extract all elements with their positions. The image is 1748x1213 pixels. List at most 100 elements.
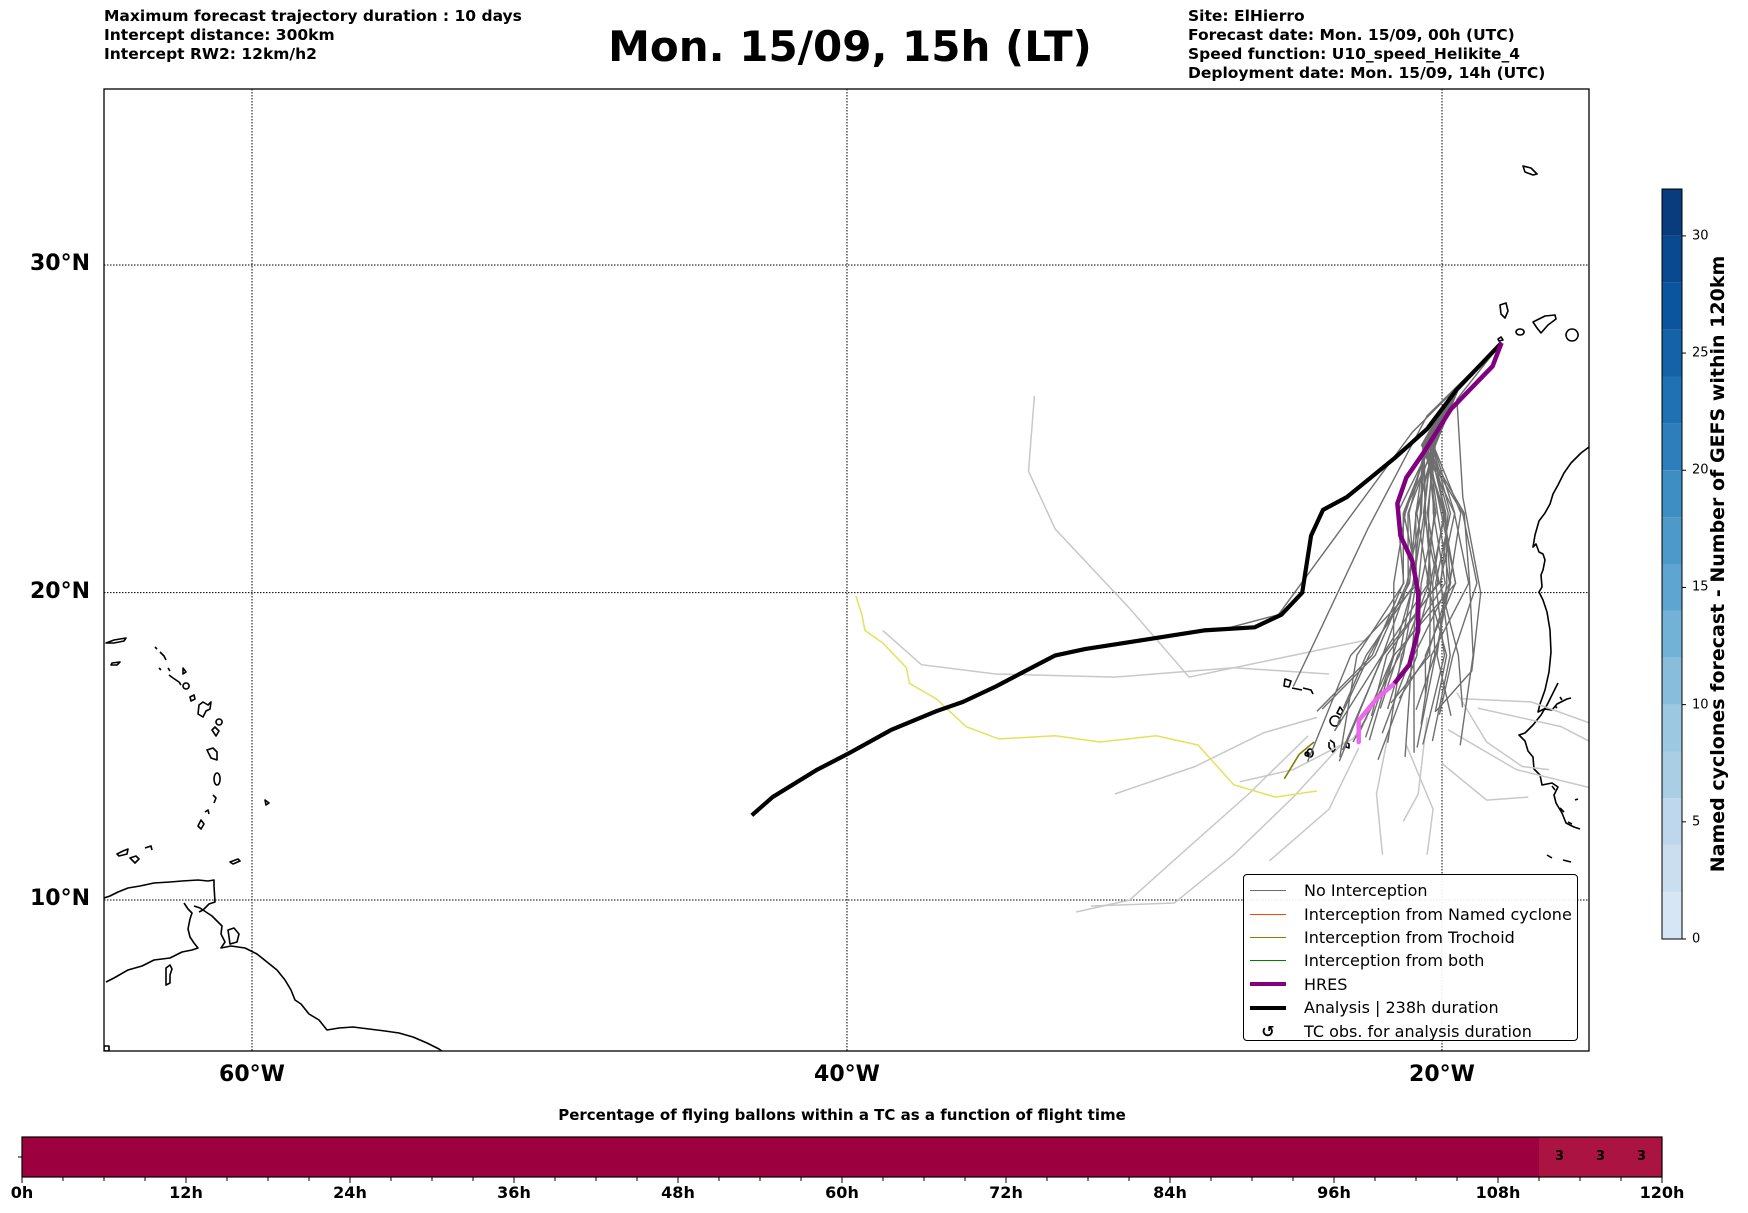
time-bar-tick-label: 36h [497,1183,531,1202]
colorbar-segment [1662,329,1682,377]
colorbar-segment [1662,892,1682,939]
lat-label-10n: 10°N [30,886,91,911]
page-title: Mon. 15/09, 15h (LT) [608,22,1092,71]
trajectory-no-interception [1292,342,1502,687]
colorbar-tick-label: 5 [1692,814,1701,830]
colorbar-segment [1662,235,1682,283]
colorbar-segment [1662,751,1682,799]
coast-africa [1518,446,1589,830]
lon-label-60w: 60°W [219,1062,285,1087]
time-bar-tick-label: 12h [169,1183,203,1202]
cyclone-symbol-icon: ↺ [1261,1021,1275,1041]
colorbar-segment [1662,564,1682,611]
colorbar-tick-label: 15 [1692,579,1709,595]
trajectory-hres [1392,342,1504,685]
time-bar-tick-label: 60h [825,1183,859,1202]
colorbar-segment [1662,657,1682,705]
legend-label: Interception from Named cyclone [1304,904,1572,924]
legend-item-both: Interception from both [1250,949,1577,972]
trajectory-no-interception-extended [1477,707,1589,742]
coast-gran-canaria [1565,328,1579,342]
coast-lanzarote [1522,165,1538,176]
trajectory-no-interception-extended [1269,747,1360,862]
colorbar-segment [1662,610,1682,658]
colorbar-segment [1662,423,1682,471]
trajectory-no-interception [1218,342,1502,632]
time-bar-tick-label: 108h [1475,1183,1521,1202]
legend-swatch-purple [1250,982,1286,987]
intercept-rw2-text: Intercept RW2: 12km/h2 [104,45,317,63]
coast-tenerife [1532,314,1557,334]
coast-africa-islets [1546,696,1579,863]
lat-label-20n: 20°N [30,579,91,604]
time-bar-tick-label: 72h [989,1183,1023,1202]
coast-la-palma [1499,302,1509,319]
site-text: Site: ElHierro [1188,7,1305,25]
forecast-date-text: Forecast date: Mon. 15/09, 00h (UTC) [1188,26,1515,44]
map-legend: No Interception Interception from Named … [1243,874,1578,1041]
trajectory-no-interception-extended [1405,744,1434,855]
legend-item-hres: HRES [1250,973,1577,996]
time-bar-tick-label: 48h [661,1183,695,1202]
trajectory-hres-tail [1356,681,1397,745]
trajectory-trochoid [1283,741,1315,780]
trajectory-no-interception-extended [1441,762,1529,801]
legend-swatch-orange [1250,913,1286,915]
deployment-date-text: Deployment date: Mon. 15/09, 14h (UTC) [1188,64,1546,82]
colorbar-tick-label: 10 [1692,697,1709,713]
legend-item-trochoid: Interception from Trochoid [1250,926,1577,949]
flight-time-bar-title: Percentage of flying ballons within a TC… [558,1106,1126,1124]
trajectory-no-interception-extended [1447,729,1589,789]
legend-label: TC obs. for analysis duration [1304,1021,1532,1041]
trajectory-no-interception-extended [1090,741,1345,907]
time-bar-cell-value: 3 [1595,1149,1606,1164]
time-bar-tick-label: 0h [10,1183,34,1202]
trajectory-no-interception [1435,342,1503,712]
legend-label: HRES [1304,974,1348,994]
coast-venezuela-islands [104,855,140,1051]
run-info: Site: ElHierro Forecast date: Mon. 15/09… [1188,7,1545,83]
coast-la-gomera [1515,328,1525,336]
tc-obs-track [855,595,1318,798]
colorbar-tick-label: 20 [1692,462,1709,478]
trajectory-no-interception-extended [1456,692,1550,771]
legend-item-tc-obs: ↺ TC obs. for analysis duration [1250,1019,1577,1042]
max-duration-text: Maximum forecast trajectory duration : 1… [104,7,522,25]
lon-label-20w: 20°W [1409,1062,1475,1087]
colorbar-segment [1662,470,1682,518]
colorbar [1661,188,1686,940]
colorbar-segment [1662,845,1682,893]
special-trajectories [750,341,1504,817]
colorbar-segment [1662,517,1682,564]
map-frame [103,88,1590,1052]
colorbar-segment [1662,282,1682,330]
time-bar-segment [22,1137,1539,1177]
trajectory-analysis [750,341,1504,817]
colorbar-segment [1662,704,1682,752]
trajectories-no-interception [1218,342,1503,762]
run-parameters: Maximum forecast trajectory duration : 1… [104,7,522,64]
time-bar-cell-value: 3 [1636,1149,1647,1164]
time-bar-tick-label: 24h [333,1183,367,1202]
trajectory-no-interception [1424,342,1502,746]
colorbar-frame [1661,188,1683,940]
colorbar-tick-label: 0 [1692,931,1701,947]
lon-label-40w: 40°W [814,1062,880,1087]
lat-label-30n: 30°N [30,251,91,276]
trajectory-no-interception-extended [1402,717,1428,822]
colorbar-tick-label: 25 [1692,345,1709,361]
trajectory-no-interception-extended [882,629,1330,678]
speed-function-text: Speed function: U10_speed_Helikite_4 [1188,45,1521,63]
legend-label: Interception from Trochoid [1304,927,1515,947]
time-bar-segment [1621,1137,1662,1177]
legend-item-no-interception: No Interception [1250,879,1577,902]
time-bar-cell-value: 3 [1554,1149,1565,1164]
legend-swatch-olive [1250,936,1286,938]
trajectory-no-interception [1422,342,1502,745]
trajectory-no-interception-extended [1027,395,1368,678]
time-bar-tick-label: 96h [1317,1183,1351,1202]
trajectory-no-interception-extended [1375,732,1390,855]
trajectories-no-interception-light [882,395,1589,913]
legend-item-named-cyclone: Interception from Named cyclone [1250,902,1577,925]
